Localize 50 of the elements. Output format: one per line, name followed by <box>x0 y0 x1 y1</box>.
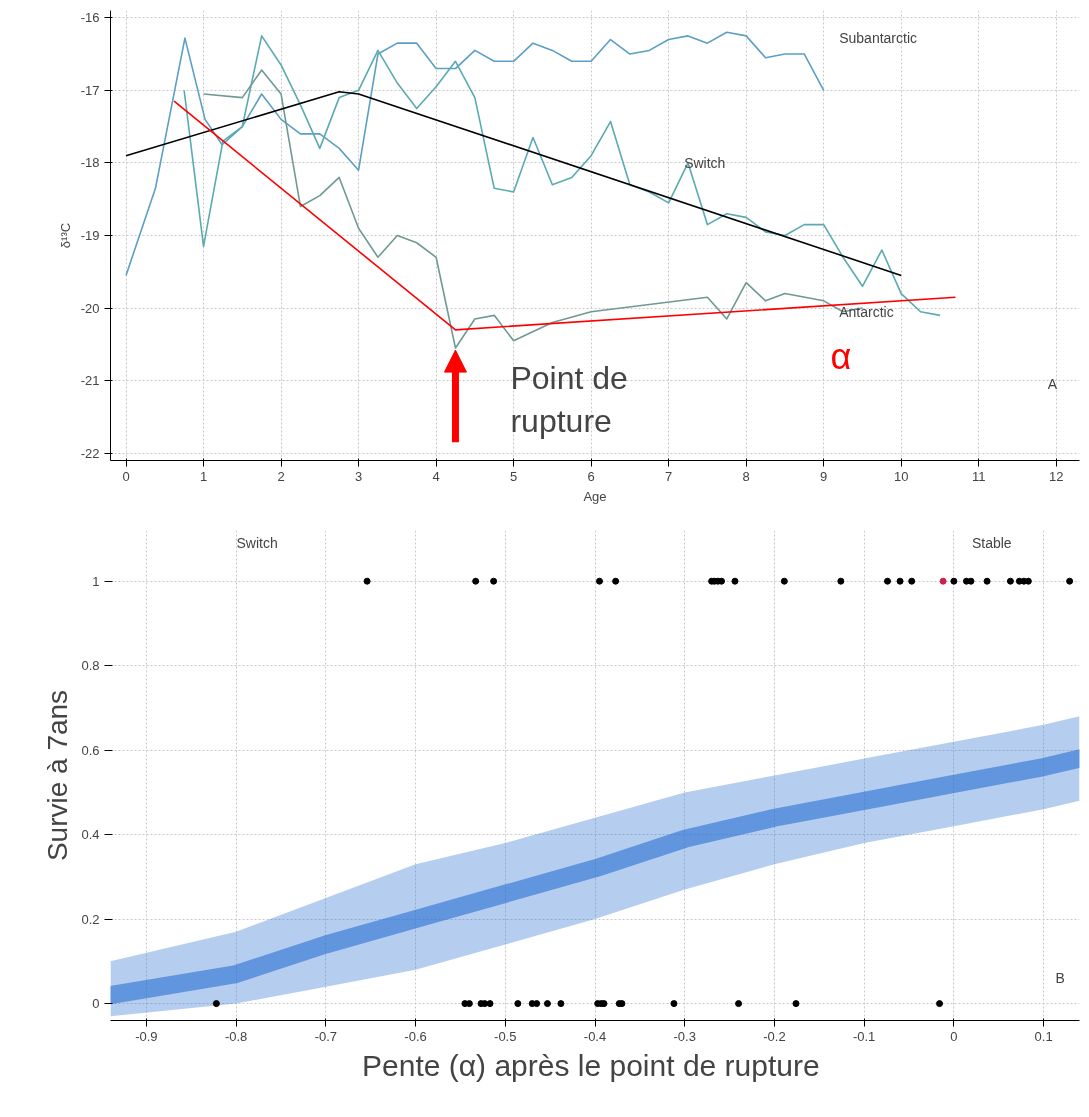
x-tick-label: -0.8 <box>224 1028 248 1044</box>
annotation: Point de rupture <box>510 359 628 440</box>
x-tick-label: 11 <box>971 468 986 484</box>
x-tick-label: 9 <box>820 468 828 484</box>
y-tick-label: -16 <box>80 10 100 26</box>
x-tick-label: -0.1 <box>852 1028 876 1044</box>
x-tick-label: 0 <box>950 1028 958 1044</box>
y-tick-label: 0.2 <box>81 911 100 927</box>
annotation: Switch <box>684 155 726 172</box>
x-tick-label: 0 <box>122 468 130 484</box>
annotation: B <box>1055 970 1065 987</box>
y-tick-label: 0 <box>92 996 100 1012</box>
y-axis-title: Survie à 7ans <box>42 689 74 862</box>
x-tick-label: -0.6 <box>404 1028 427 1044</box>
x-tick-label: -0.5 <box>494 1028 517 1044</box>
x-tick-label: 7 <box>665 468 673 484</box>
x-tick-label: -0.4 <box>583 1028 607 1044</box>
annotation: Antarctic <box>839 303 894 320</box>
y-tick-label: -20 <box>80 300 100 316</box>
x-tick-label: 6 <box>587 468 595 484</box>
x-tick-label: 0.1 <box>1034 1028 1053 1044</box>
x-tick-label: 2 <box>277 468 285 484</box>
y-tick-label: -19 <box>80 228 100 243</box>
y-tick-label: 0.4 <box>81 827 100 843</box>
y-tick-label: 0.6 <box>81 742 100 758</box>
x-tick-label: 1 <box>199 468 208 484</box>
y-tick-label: -22 <box>80 445 100 461</box>
y-axis-title: δ¹³C <box>57 222 73 249</box>
y-tick-label: 0.8 <box>81 658 100 674</box>
annotation: Switch <box>236 534 278 551</box>
x-tick-label: 5 <box>509 468 518 484</box>
y-tick-label: -17 <box>80 82 100 98</box>
x-tick-label: -0.7 <box>314 1028 338 1044</box>
annotation: A <box>1047 376 1058 393</box>
x-tick-label: -0.3 <box>673 1028 696 1044</box>
x-tick-label: 10 <box>893 468 909 484</box>
x-tick-label: -0.2 <box>763 1028 786 1044</box>
series-label: α <box>830 336 852 378</box>
x-tick-label: 3 <box>354 468 363 484</box>
x-tick-label: 8 <box>742 468 750 484</box>
y-tick-label: -18 <box>80 155 100 171</box>
x-axis-title: Age <box>583 488 607 504</box>
annotation: Stable <box>971 534 1012 551</box>
y-tick-label: -21 <box>80 373 100 389</box>
y-tick-label: 1 <box>92 573 100 589</box>
annotation: Subantarctic <box>839 29 918 46</box>
x-tick-label: 4 <box>432 468 440 484</box>
x-tick-label: 12 <box>1049 468 1064 484</box>
x-axis-title: Pente (α) après le point de rupture <box>362 1048 820 1082</box>
x-tick-label: -0.9 <box>135 1028 158 1044</box>
